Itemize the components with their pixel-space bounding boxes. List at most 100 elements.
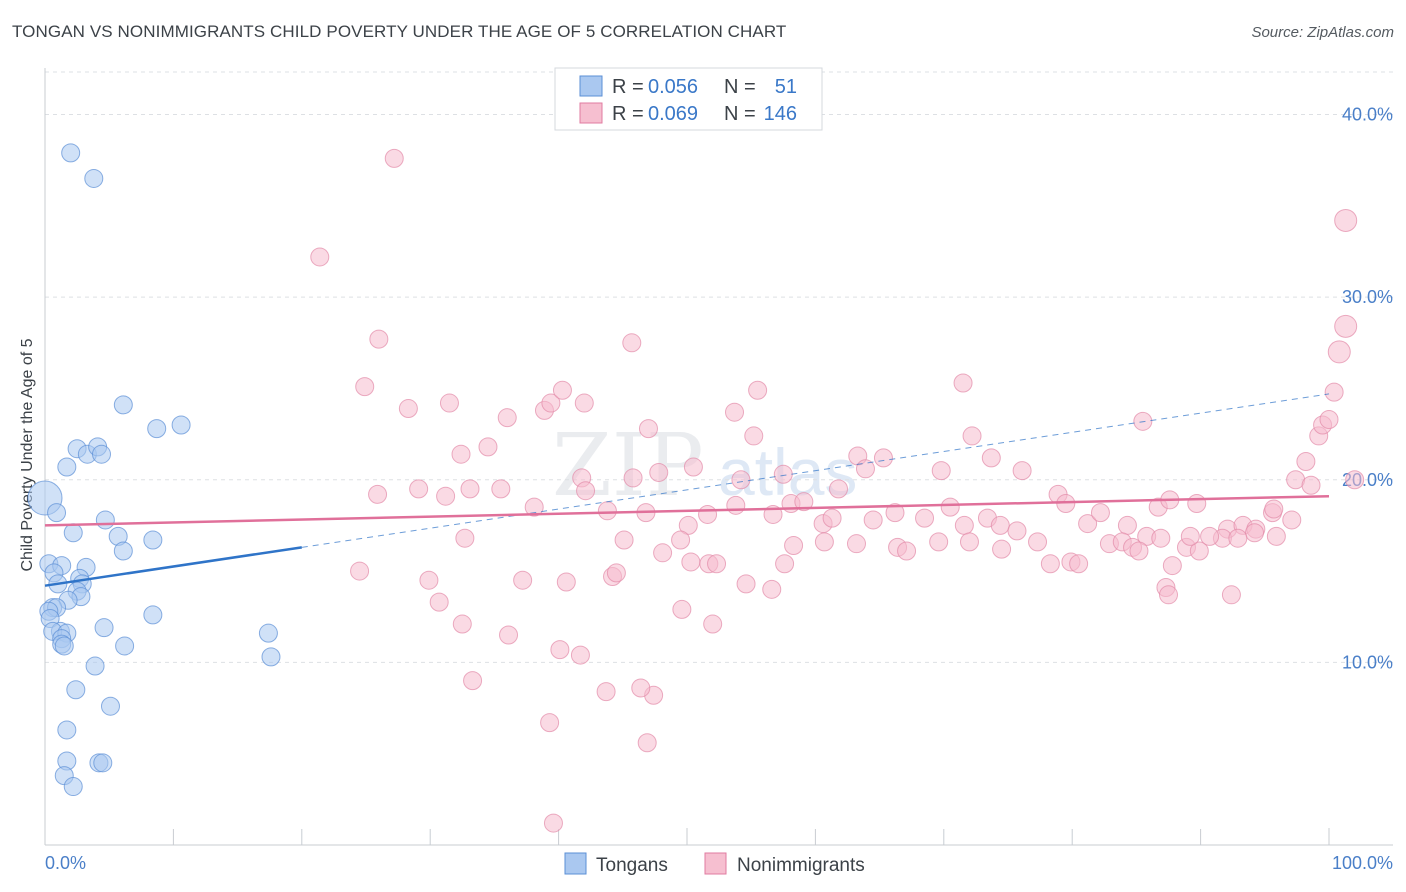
tongans-point	[63, 777, 83, 797]
nonimmigrants-point	[1296, 452, 1316, 471]
nonimmigrants-point	[622, 333, 642, 353]
nonimmigrants-point	[897, 541, 917, 561]
nonimmigrants-point	[419, 570, 439, 590]
nonimmigrants-point	[499, 625, 519, 645]
tongans-point	[61, 143, 81, 163]
nonimmigrants-point	[623, 468, 643, 488]
nonimmigrants-point	[962, 426, 982, 446]
y-tick-label: 10.0%	[1342, 652, 1393, 672]
nonimmigrants-point	[794, 492, 814, 512]
legend-r-value-tongans: 0.056	[648, 76, 698, 98]
nonimmigrants-point	[726, 495, 746, 515]
tongans-point	[94, 618, 114, 638]
tongans-point	[57, 720, 77, 740]
nonimmigrants-point	[863, 510, 883, 530]
nonimmigrants-point	[683, 457, 703, 477]
nonimmigrants-point	[959, 532, 979, 552]
nonimmigrants-point	[1117, 515, 1137, 535]
nonimmigrants-point	[409, 479, 429, 499]
nonimmigrants-point	[775, 554, 795, 574]
tongans-point	[95, 510, 115, 530]
tongans-point	[113, 541, 133, 561]
nonimmigrants-point	[649, 462, 669, 482]
bottom-legend: Tongans Nonimmigrants	[564, 852, 865, 876]
nonimmigrants-point	[463, 671, 483, 691]
tongans-point	[171, 415, 191, 435]
nonimmigrants-point	[992, 539, 1012, 559]
nonimmigrants-point	[570, 645, 590, 665]
nonimmigrants-point	[455, 528, 475, 548]
nonimmigrants-points	[310, 148, 1365, 833]
nonimmigrants-point	[1090, 503, 1110, 523]
x-tick-label-min: 0.0%	[45, 853, 86, 873]
x-ticks	[44, 828, 1330, 845]
legend-r-label-nonimmigrants: R =	[612, 103, 644, 125]
nonimmigrants-point	[1159, 585, 1178, 605]
tongans-point	[85, 656, 105, 676]
watermark-zip: ZIP	[552, 416, 704, 516]
nonimmigrants-point	[1334, 208, 1358, 232]
tongans-point	[54, 636, 74, 656]
nonimmigrants-point	[1327, 340, 1351, 364]
nonimmigrants-point	[725, 402, 745, 422]
nonimmigrants-point	[748, 380, 768, 400]
nonimmigrants-trend-line	[44, 494, 1330, 527]
nonimmigrants-point	[784, 536, 804, 556]
nonimmigrants-point	[1228, 528, 1248, 548]
nonimmigrants-point	[940, 497, 960, 517]
nonimmigrants-point	[736, 574, 756, 594]
tongans-point	[63, 523, 83, 543]
tongans-point	[66, 680, 86, 700]
nonimmigrants-point	[814, 532, 834, 552]
nonimmigrants-point	[576, 481, 596, 501]
nonimmigrants-point	[1264, 499, 1284, 519]
nonimmigrants-point	[436, 486, 456, 506]
x-tick-label-max: 100.0%	[1332, 853, 1393, 873]
nonimmigrants-point	[1151, 528, 1171, 548]
nonimmigrants-point	[550, 640, 570, 660]
tongans-point	[261, 647, 281, 667]
nonimmigrants-point	[541, 393, 561, 413]
nonimmigrants-point	[451, 444, 471, 464]
nonimmigrants-point	[478, 437, 498, 457]
tongans-point	[93, 753, 113, 773]
nonimmigrants-point	[954, 515, 974, 535]
tongans-point	[113, 395, 133, 415]
nonimmigrants-point	[606, 563, 626, 583]
nonimmigrants-point	[1245, 523, 1265, 543]
tongans-point	[143, 605, 163, 625]
nonimmigrants-point	[873, 448, 893, 468]
nonimmigrants-point	[1221, 585, 1241, 605]
bottom-legend-swatch-nonimmigrants	[704, 852, 727, 875]
tongans-point	[47, 503, 67, 523]
nonimmigrants-point	[653, 543, 673, 563]
legend-r-label-tongans: R =	[612, 76, 644, 98]
nonimmigrants-point	[439, 393, 459, 413]
tongans-trend-line	[44, 546, 302, 587]
nonimmigrants-point	[678, 515, 698, 535]
grid-lines	[45, 71, 1393, 663]
nonimmigrants-point	[355, 377, 375, 397]
nonimmigrants-point	[953, 373, 973, 393]
nonimmigrants-point	[829, 479, 849, 499]
nonimmigrants-point	[744, 426, 764, 446]
nonimmigrants-point	[429, 592, 449, 612]
nonimmigrants-point	[1266, 526, 1286, 546]
nonimmigrants-point	[1129, 541, 1149, 561]
nonimmigrants-point	[1162, 556, 1182, 576]
nonimmigrants-point	[671, 530, 691, 550]
y-tick-label: 40.0%	[1342, 105, 1393, 125]
tongans-point	[115, 636, 135, 656]
nonimmigrants-point	[846, 534, 866, 554]
tongans-trend-extension	[301, 393, 1330, 548]
nonimmigrants-point	[698, 504, 718, 524]
nonimmigrants-point	[1334, 314, 1358, 338]
nonimmigrants-point	[1200, 526, 1220, 546]
bottom-legend-swatch-tongans	[564, 852, 587, 875]
nonimmigrants-point	[638, 419, 658, 439]
nonimmigrants-point	[596, 682, 616, 702]
chart-title: TONGAN VS NONIMMIGRANTS CHILD POVERTY UN…	[12, 22, 787, 41]
tongans-point	[100, 696, 120, 716]
nonimmigrants-point	[1345, 470, 1365, 490]
